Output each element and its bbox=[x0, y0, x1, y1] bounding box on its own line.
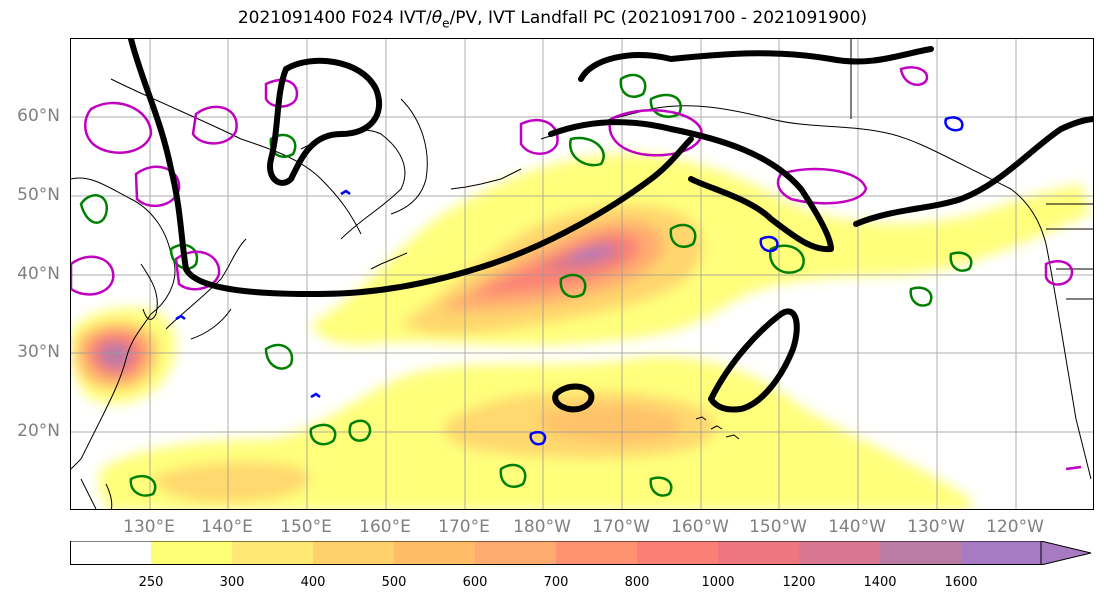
colorbar-segment bbox=[313, 541, 395, 565]
alaska-coast bbox=[540, 105, 1047, 245]
graticule bbox=[71, 39, 1093, 509]
lon-label-150E: 150°E bbox=[280, 517, 332, 537]
map-panel bbox=[70, 38, 1094, 510]
lon-label-140E: 140°E bbox=[201, 517, 253, 537]
colorbar-svg bbox=[70, 540, 1092, 566]
colorbar-outline bbox=[70, 540, 1042, 565]
lon-label-160E: 160°E bbox=[359, 517, 411, 537]
ivt-core-north-max bbox=[566, 245, 611, 261]
colorbar-segment bbox=[718, 541, 800, 565]
coastlines bbox=[71, 39, 1093, 509]
siberia-coast bbox=[110, 78, 406, 240]
pc-contour-loop-kamchatka bbox=[267, 57, 383, 186]
lat-label-40N: 40°N bbox=[17, 264, 60, 284]
colorbar-tick-label: 400 bbox=[300, 575, 326, 590]
pc-contour-east bbox=[853, 116, 1093, 227]
hawaii bbox=[695, 416, 740, 440]
colorbar-segment bbox=[394, 541, 476, 565]
lon-label-120W: 120°W bbox=[986, 517, 1044, 537]
colorbar-tick-label: 1600 bbox=[944, 575, 978, 590]
map-canvas bbox=[71, 39, 1093, 509]
landfall-pc-contours bbox=[128, 39, 1093, 413]
pc-contour-north bbox=[128, 39, 694, 298]
lat-label-60N: 60°N bbox=[17, 106, 60, 126]
asia-coast bbox=[71, 177, 176, 470]
pc-contour-small-loop bbox=[552, 383, 595, 413]
pv-contours bbox=[71, 66, 1082, 471]
colorbar-tick-label: 1000 bbox=[701, 575, 735, 590]
colorbar bbox=[70, 540, 1100, 566]
lon-label-170W: 170°W bbox=[592, 517, 650, 537]
lat-label-30N: 30°N bbox=[17, 342, 60, 362]
lon-label-160W: 160°W bbox=[671, 517, 729, 537]
lon-label-150W: 150°W bbox=[749, 517, 807, 537]
lon-label-130W: 130°W bbox=[907, 517, 965, 537]
aleutians bbox=[370, 168, 522, 270]
colorbar-tick-label: 500 bbox=[381, 575, 407, 590]
colorbar-tick-label: 250 bbox=[138, 575, 164, 590]
philippines bbox=[80, 478, 113, 509]
plot-title: 2021091400 F024 IVT/θe/PV, IVT Landfall … bbox=[237, 8, 868, 31]
canada-border bbox=[850, 39, 1093, 205]
colorbar-segment bbox=[880, 541, 962, 565]
lon-label-170E: 170°E bbox=[438, 517, 490, 537]
lat-label-50N: 50°N bbox=[17, 185, 60, 205]
colorbar-tick-label: 600 bbox=[462, 575, 488, 590]
colorbar-tick-label: 800 bbox=[624, 575, 650, 590]
colorbar-segment bbox=[637, 541, 719, 565]
colorbar-segment bbox=[961, 541, 1043, 565]
korea-coast bbox=[140, 263, 158, 320]
ivt-band-south-400 bbox=[151, 462, 310, 503]
colorbar-extend-arrow bbox=[1040, 540, 1092, 566]
us-states bbox=[1046, 228, 1093, 300]
theta-e-contours bbox=[79, 73, 973, 497]
ivt-shading bbox=[71, 153, 1091, 509]
lon-label-180W: 180°W bbox=[513, 517, 571, 537]
colorbar-segment bbox=[556, 541, 638, 565]
ivt-cyclone-core bbox=[99, 341, 132, 369]
colorbar-segment bbox=[475, 541, 557, 565]
colorbar-tick-label: 1200 bbox=[782, 575, 816, 590]
na-west-coast bbox=[1045, 243, 1092, 480]
lon-label-130E: 130°E bbox=[123, 517, 175, 537]
lon-label-140W: 140°W bbox=[828, 517, 886, 537]
colorbar-segment bbox=[232, 541, 314, 565]
colorbar-tick-label: 700 bbox=[543, 575, 569, 590]
pc-contour-alaska bbox=[548, 46, 934, 253]
colorbar-tick-label: 300 bbox=[219, 575, 245, 590]
colorbar-segment bbox=[151, 541, 233, 565]
ivt-band-south-500 bbox=[541, 404, 682, 443]
colorbar-segment bbox=[799, 541, 881, 565]
lat-label-20N: 20°N bbox=[17, 421, 60, 441]
kamchatka-coast bbox=[390, 98, 428, 215]
pc-contour-subtropical-loop bbox=[708, 308, 800, 413]
colorbar-tick-label: 1400 bbox=[863, 575, 897, 590]
colorbar-segment bbox=[70, 541, 152, 565]
pv-negative-contours bbox=[175, 116, 964, 446]
